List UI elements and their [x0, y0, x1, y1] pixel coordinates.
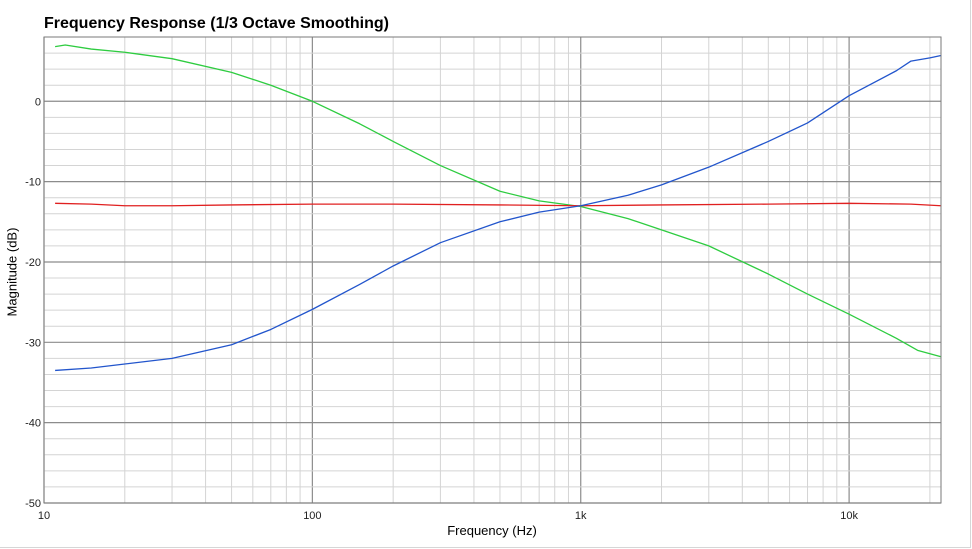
y-tick-label: 0 [35, 96, 41, 108]
series-line-2 [55, 202, 942, 207]
plot-border [43, 36, 942, 504]
y-tick-label: -50 [25, 498, 41, 510]
x-tick-label: 100 [303, 510, 321, 522]
x-tick-label: 10k [840, 510, 858, 522]
y-tick-label: -10 [25, 177, 41, 189]
chart-title: Frequency Response (1/3 Octave Smoothing… [44, 15, 389, 32]
series-lines [55, 44, 942, 372]
series-line-3 [55, 54, 942, 372]
tick-labels: 10 100 1k 10k 0 -10 -20 -30 -40 -50 [25, 96, 858, 522]
series-line-1 [55, 44, 942, 358]
y-tick-label: -40 [25, 418, 41, 430]
x-tick-label: 1k [575, 510, 587, 522]
x-tick-label: 10 [38, 510, 50, 522]
y-tick-label: -30 [25, 337, 41, 349]
grid [43, 36, 941, 504]
y-tick-label: -20 [25, 257, 41, 269]
x-axis-label: Frequency (Hz) [447, 523, 537, 538]
